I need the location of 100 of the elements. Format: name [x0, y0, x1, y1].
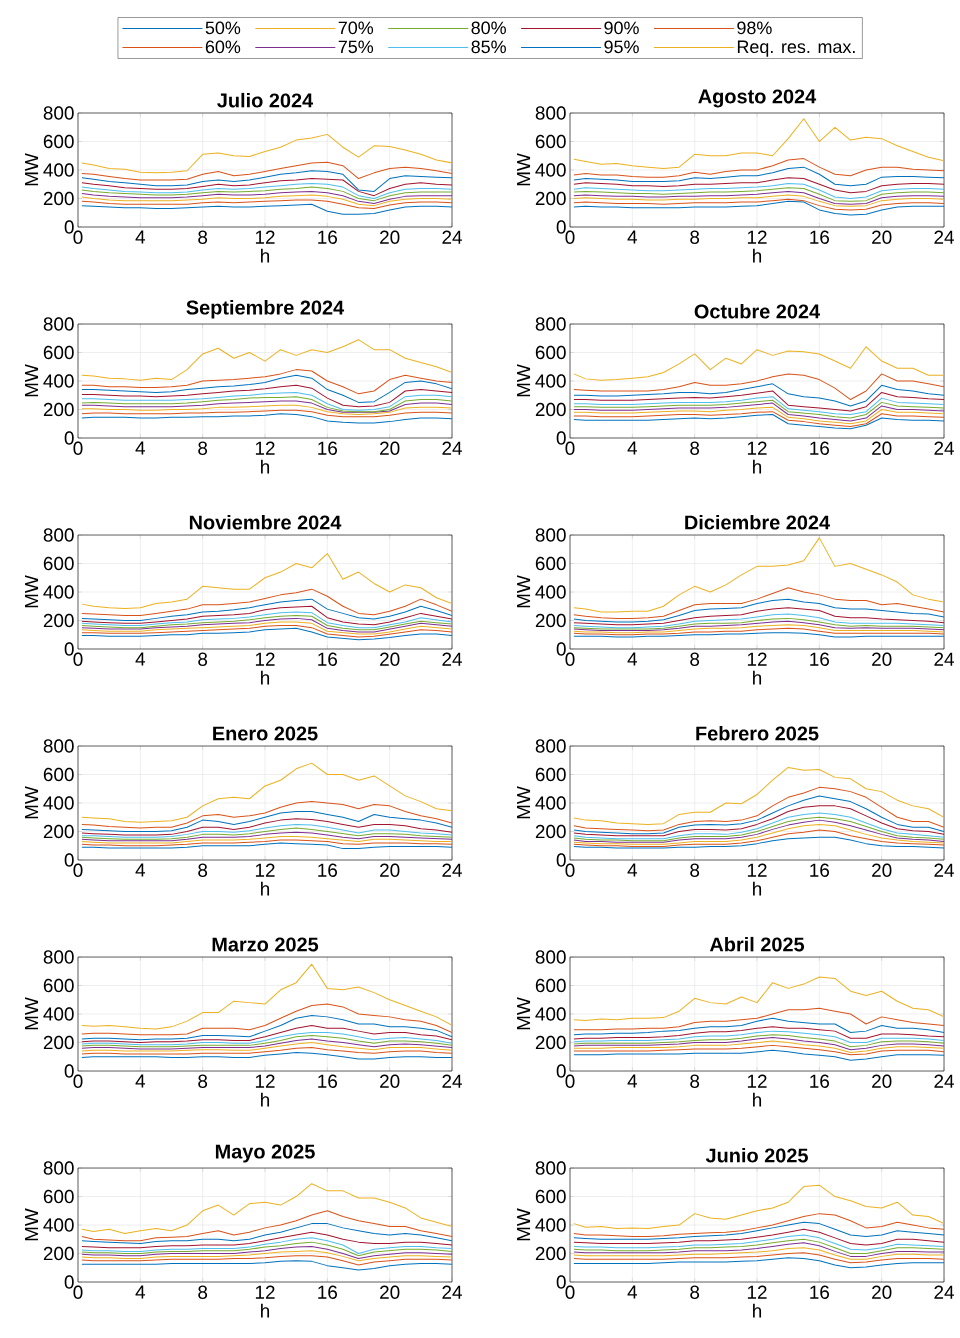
x-tick-label: 0: [73, 230, 83, 244]
line-series: [573, 795, 945, 835]
x-tick-label: 8: [198, 863, 208, 877]
x-tick-label: 0: [73, 1074, 83, 1088]
chart-title: Septiembre 2024: [186, 299, 345, 319]
y-tick-label: 400: [43, 1007, 74, 1021]
x-axis-title: h: [261, 459, 270, 474]
x-tick-label: 24: [934, 863, 954, 877]
x-axis-title: h: [261, 248, 270, 263]
y-tick-label: 400: [43, 163, 74, 177]
y-tick-label: 200: [43, 402, 74, 417]
line-series: [573, 976, 945, 1021]
y-tick-label: 600: [535, 1189, 566, 1204]
y-tick-label: 400: [43, 374, 74, 388]
x-tick-label: 20: [872, 230, 892, 244]
chart-title: Noviembre 2024: [189, 514, 342, 530]
line-series: [81, 133, 452, 174]
y-tick-label: 800: [535, 317, 566, 331]
line-series: [573, 158, 945, 178]
y-tick-label: 0: [64, 642, 74, 656]
y-tick-label: 800: [535, 106, 566, 120]
x-tick-label: 24: [934, 230, 954, 244]
x-tick-label: 16: [810, 441, 830, 455]
y-tick-label: 200: [535, 824, 566, 839]
chart-title: Junio 2025: [705, 1147, 808, 1163]
x-tick-label: 20: [380, 230, 400, 244]
x-axis-title: h: [753, 881, 762, 896]
chart-title: Mayo 2025: [215, 1144, 315, 1163]
y-tick-label: 200: [43, 1246, 74, 1261]
y-tick-label: 800: [43, 317, 74, 331]
chart-title: Febrero 2025: [696, 725, 819, 741]
line-series: [81, 1183, 452, 1235]
y-tick-label: 200: [535, 191, 566, 206]
x-tick-label: 20: [380, 863, 400, 877]
y-tick-label: 200: [535, 613, 566, 628]
y-tick-label: 0: [64, 853, 74, 867]
line-series: [81, 762, 452, 823]
x-tick-label: 4: [135, 1285, 146, 1299]
legend-label: 85%: [471, 40, 506, 54]
x-tick-label: 12: [255, 863, 275, 877]
x-tick-label: 4: [627, 441, 638, 455]
x-tick-label: 20: [380, 1285, 400, 1299]
x-tick-label: 8: [690, 441, 700, 455]
x-tick-label: 24: [442, 863, 462, 877]
y-tick-label: 400: [535, 163, 566, 177]
x-tick-label: 8: [198, 1285, 208, 1299]
y-axis-title: MW: [517, 364, 531, 397]
y-tick-label: 200: [43, 824, 74, 839]
chart-title: Julio 2024: [217, 92, 314, 108]
legend-label: 95%: [604, 40, 639, 54]
y-tick-label: 0: [556, 431, 566, 445]
y-tick-label: 600: [535, 978, 566, 993]
line-series: [81, 963, 452, 1030]
line-series: [573, 786, 945, 832]
y-axis-title: MW: [25, 575, 39, 608]
y-tick-label: 600: [43, 556, 74, 571]
x-axis-title: h: [753, 459, 762, 474]
x-axis-title: h: [753, 1092, 762, 1107]
y-tick-label: 600: [535, 767, 566, 782]
x-tick-label: 16: [318, 652, 338, 666]
line-series: [573, 766, 945, 825]
x-tick-label: 24: [442, 441, 462, 455]
x-axis-title: h: [261, 670, 270, 685]
line-series: [81, 374, 452, 403]
line-series: [81, 178, 452, 197]
y-tick-label: 200: [43, 191, 74, 206]
y-tick-label: 800: [535, 739, 566, 753]
x-tick-label: 0: [565, 863, 575, 877]
x-tick-label: 20: [872, 863, 892, 877]
y-tick-label: 600: [43, 978, 74, 993]
y-tick-label: 600: [535, 556, 566, 571]
x-tick-label: 24: [442, 652, 462, 666]
x-tick-label: 8: [198, 230, 208, 244]
x-tick-label: 4: [627, 1074, 638, 1088]
line-series: [573, 118, 945, 170]
legend-label: 50%: [205, 21, 241, 35]
x-tick-label: 16: [318, 1074, 338, 1088]
x-tick-label: 8: [690, 230, 700, 244]
line-series: [573, 346, 945, 381]
y-tick-label: 0: [556, 1064, 566, 1078]
x-tick-label: 20: [872, 1074, 892, 1088]
x-tick-label: 4: [627, 863, 638, 877]
x-axis-title: h: [753, 248, 762, 263]
y-axis-title: MW: [25, 1208, 39, 1241]
x-tick-label: 16: [318, 1285, 338, 1299]
x-tick-label: 8: [690, 863, 700, 877]
line-series: [573, 383, 945, 407]
chart-title: Abril 2025: [709, 936, 805, 952]
y-tick-label: 800: [535, 1161, 566, 1175]
x-tick-label: 0: [565, 1074, 575, 1088]
x-axis-title: h: [753, 1303, 762, 1318]
legend-label: 70%: [338, 21, 374, 35]
legend-label: Req. res. max.: [737, 40, 855, 57]
y-tick-label: 400: [43, 1218, 74, 1232]
y-tick-label: 0: [64, 1064, 74, 1078]
y-tick-label: 600: [43, 767, 74, 782]
y-tick-label: 800: [43, 739, 74, 753]
x-tick-label: 16: [810, 1074, 830, 1088]
line-series: [573, 537, 945, 613]
y-tick-label: 800: [43, 528, 74, 542]
